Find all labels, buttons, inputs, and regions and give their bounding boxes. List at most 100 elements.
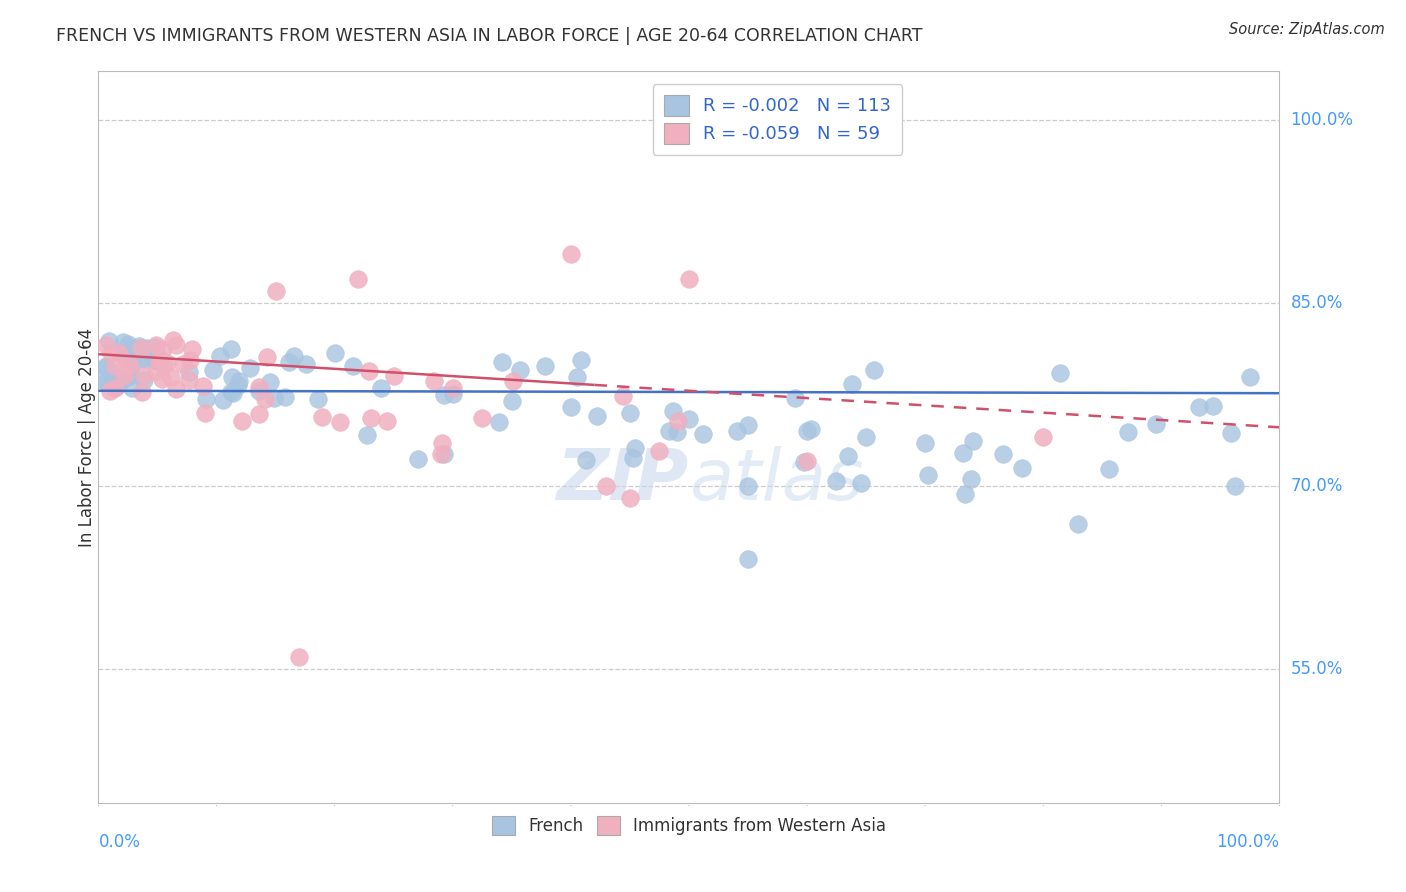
Point — [665, 425, 688, 439]
Point — [619, 406, 641, 420]
Point — [347, 271, 370, 285]
Point — [678, 271, 700, 285]
Point — [666, 414, 689, 428]
Point — [131, 385, 153, 400]
Point — [586, 409, 609, 423]
Text: ZIP: ZIP — [557, 447, 689, 516]
Point — [145, 344, 167, 359]
Point — [156, 355, 179, 369]
Point — [785, 391, 807, 405]
Point — [219, 342, 242, 356]
Point — [662, 404, 685, 418]
Point — [307, 392, 329, 407]
Point — [118, 358, 141, 372]
Point — [131, 341, 153, 355]
Point — [221, 370, 243, 384]
Point — [488, 415, 510, 429]
Point — [94, 338, 117, 352]
Point — [962, 434, 984, 449]
Point — [118, 355, 141, 369]
Point — [212, 392, 235, 407]
Point — [193, 379, 215, 393]
Point — [219, 385, 242, 400]
Point — [621, 451, 644, 466]
Point — [247, 379, 270, 393]
Point — [105, 378, 128, 392]
Point — [914, 436, 936, 450]
Point — [142, 353, 165, 368]
Point — [737, 479, 759, 493]
Point — [103, 375, 125, 389]
Point — [118, 359, 141, 374]
Point — [202, 363, 225, 377]
Point — [104, 359, 127, 374]
Point — [360, 411, 382, 425]
Point — [228, 374, 250, 388]
Point — [509, 363, 531, 377]
Point — [569, 352, 592, 367]
Point — [128, 351, 150, 366]
Point — [132, 373, 155, 387]
Point — [422, 375, 444, 389]
Point — [658, 424, 681, 438]
Point — [441, 387, 464, 401]
Point — [108, 346, 131, 360]
Point — [165, 382, 187, 396]
Point — [1225, 478, 1247, 492]
Point — [247, 407, 270, 421]
Point — [179, 365, 201, 379]
Point — [441, 381, 464, 395]
Point — [259, 376, 281, 390]
Point — [263, 391, 285, 405]
Point — [128, 338, 150, 352]
Point — [135, 341, 157, 355]
Point — [115, 370, 138, 384]
Point — [502, 374, 524, 388]
Point — [103, 372, 125, 386]
Point — [115, 346, 138, 360]
Text: 85.0%: 85.0% — [1291, 294, 1343, 312]
Point — [329, 415, 352, 429]
Point — [560, 400, 582, 414]
Point — [855, 430, 877, 444]
Point — [825, 474, 848, 488]
Point — [382, 369, 405, 384]
Point — [152, 342, 174, 356]
Point — [624, 441, 647, 455]
Point — [148, 354, 170, 368]
Point — [239, 361, 262, 376]
Point — [141, 349, 163, 363]
Point — [917, 467, 939, 482]
Point — [793, 455, 815, 469]
Point — [195, 392, 218, 406]
Point — [117, 337, 139, 351]
Point — [180, 342, 202, 356]
Point — [111, 346, 134, 360]
Point — [960, 472, 983, 486]
Point — [432, 436, 454, 450]
Point — [283, 349, 305, 363]
Point — [952, 445, 974, 459]
Point — [433, 387, 456, 401]
Point — [533, 359, 555, 373]
Point — [430, 447, 453, 461]
Point — [222, 386, 245, 401]
Point — [179, 352, 201, 367]
Point — [595, 479, 617, 493]
Point — [208, 349, 231, 363]
Text: 100.0%: 100.0% — [1291, 112, 1354, 129]
Point — [98, 384, 121, 399]
Point — [121, 355, 143, 369]
Point — [1067, 517, 1090, 532]
Point — [1188, 401, 1211, 415]
Point — [796, 424, 818, 438]
Point — [737, 552, 759, 566]
Point — [124, 343, 146, 358]
Point — [132, 369, 155, 384]
Text: Source: ZipAtlas.com: Source: ZipAtlas.com — [1229, 22, 1385, 37]
Point — [1144, 417, 1167, 431]
Point — [134, 352, 156, 367]
Point — [112, 362, 135, 376]
Point — [565, 369, 588, 384]
Point — [98, 334, 121, 348]
